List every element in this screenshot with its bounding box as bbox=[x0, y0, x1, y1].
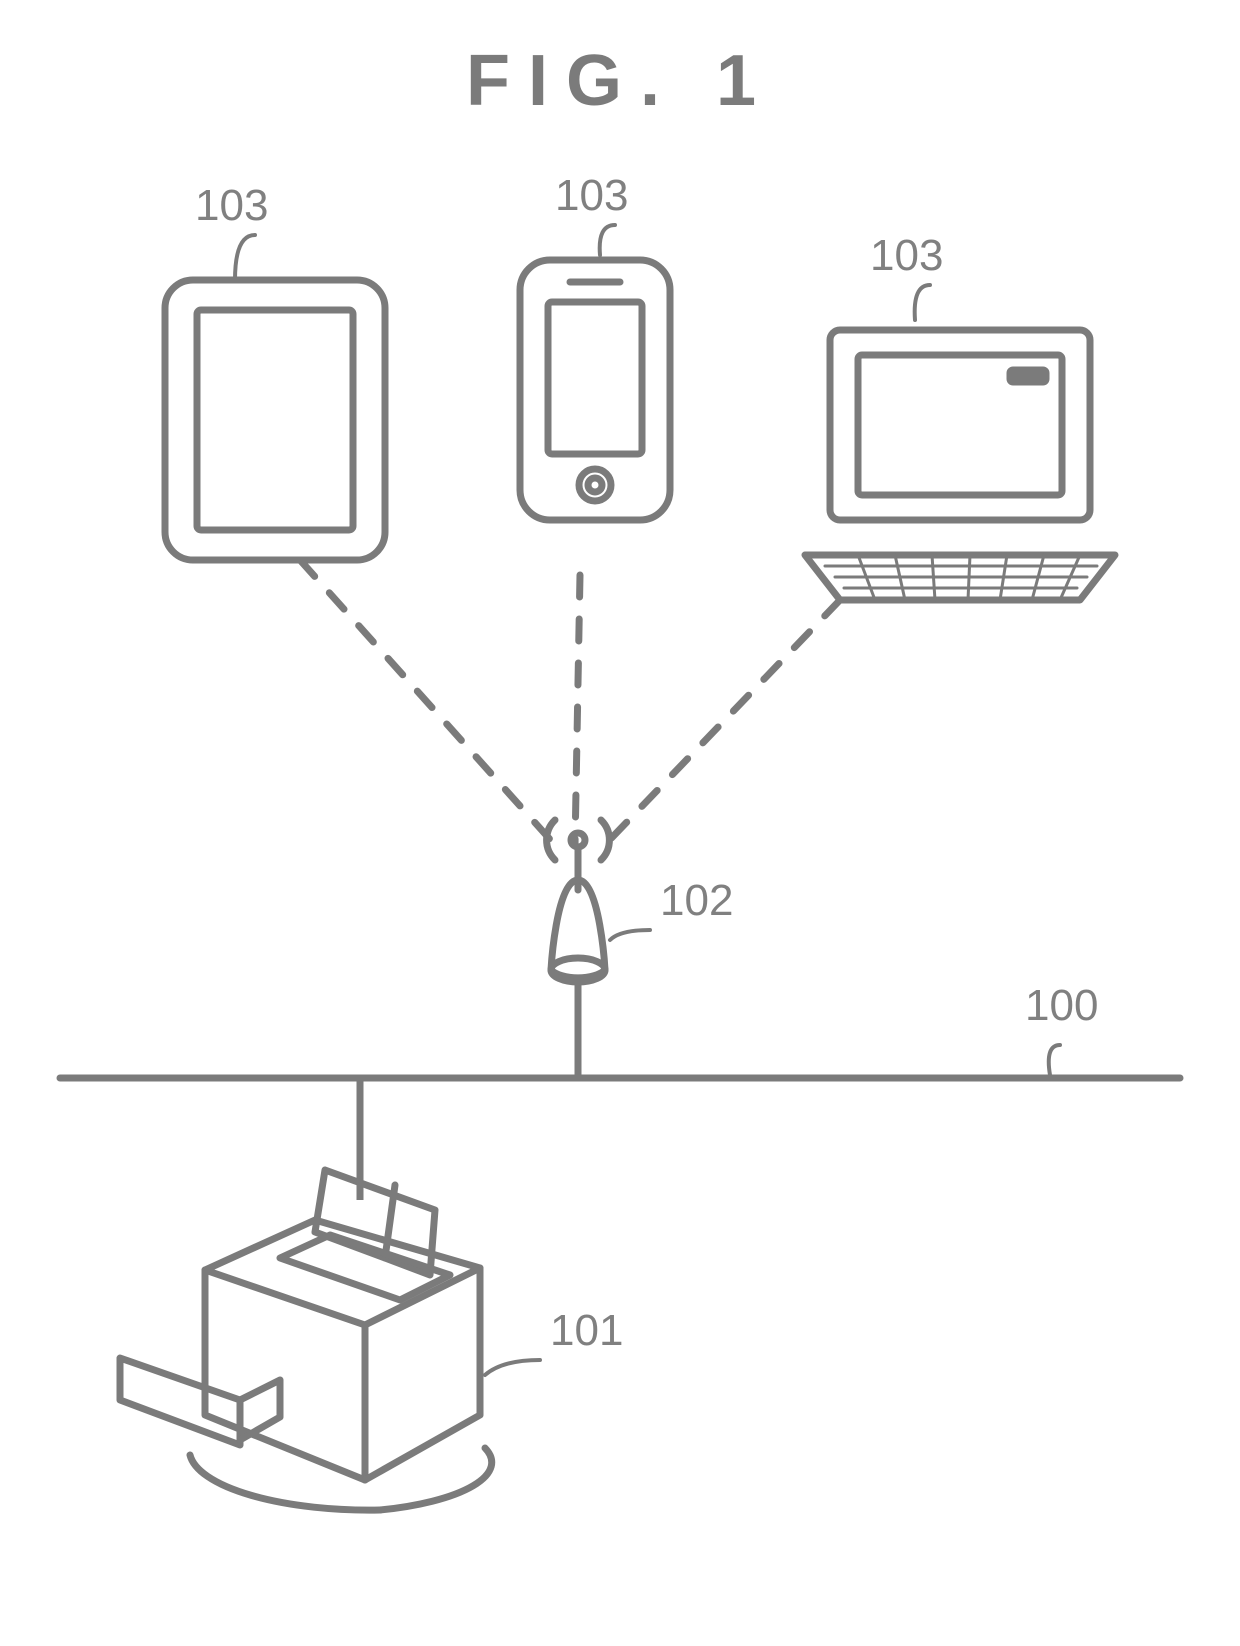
printer-icon bbox=[120, 1170, 492, 1510]
wireless-links bbox=[300, 560, 840, 850]
smartphone-icon bbox=[520, 260, 670, 520]
diagram-canvas bbox=[0, 0, 1240, 1646]
network-bus bbox=[60, 985, 1180, 1200]
tablet-icon bbox=[165, 280, 385, 560]
figure-page: FIG. 1 103 103 103 102 100 101 bbox=[0, 0, 1240, 1646]
computer-icon bbox=[805, 330, 1115, 600]
access-point-icon bbox=[547, 820, 610, 982]
